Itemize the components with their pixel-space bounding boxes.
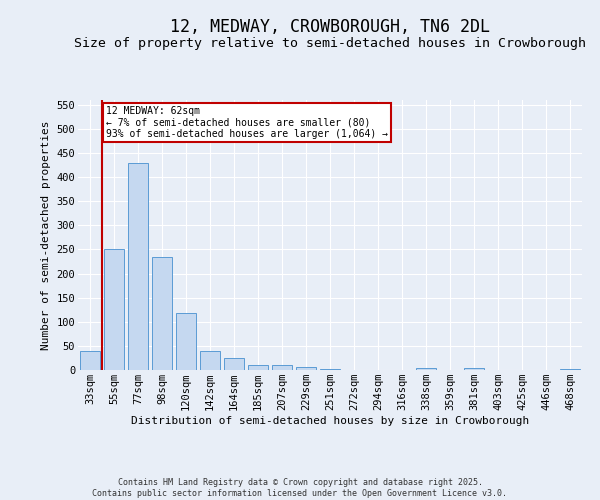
Bar bbox=[416, 368, 436, 370]
Text: 12 MEDWAY: 62sqm
← 7% of semi-detached houses are smaller (80)
93% of semi-detac: 12 MEDWAY: 62sqm ← 7% of semi-detached h… bbox=[106, 106, 388, 139]
Bar bbox=[560, 368, 580, 370]
X-axis label: Distribution of semi-detached houses by size in Crowborough: Distribution of semi-detached houses by … bbox=[131, 416, 529, 426]
Bar bbox=[224, 358, 244, 370]
Bar bbox=[80, 350, 100, 370]
Bar bbox=[152, 256, 172, 370]
Bar bbox=[272, 365, 292, 370]
Text: Contains HM Land Registry data © Crown copyright and database right 2025.
Contai: Contains HM Land Registry data © Crown c… bbox=[92, 478, 508, 498]
Bar bbox=[104, 250, 124, 370]
Bar bbox=[200, 350, 220, 370]
Bar bbox=[296, 366, 316, 370]
Bar bbox=[176, 313, 196, 370]
Bar bbox=[464, 368, 484, 370]
Bar bbox=[248, 365, 268, 370]
Bar bbox=[128, 162, 148, 370]
Y-axis label: Number of semi-detached properties: Number of semi-detached properties bbox=[41, 120, 51, 350]
Bar bbox=[320, 368, 340, 370]
Text: Size of property relative to semi-detached houses in Crowborough: Size of property relative to semi-detach… bbox=[74, 38, 586, 51]
Text: 12, MEDWAY, CROWBOROUGH, TN6 2DL: 12, MEDWAY, CROWBOROUGH, TN6 2DL bbox=[170, 18, 490, 36]
